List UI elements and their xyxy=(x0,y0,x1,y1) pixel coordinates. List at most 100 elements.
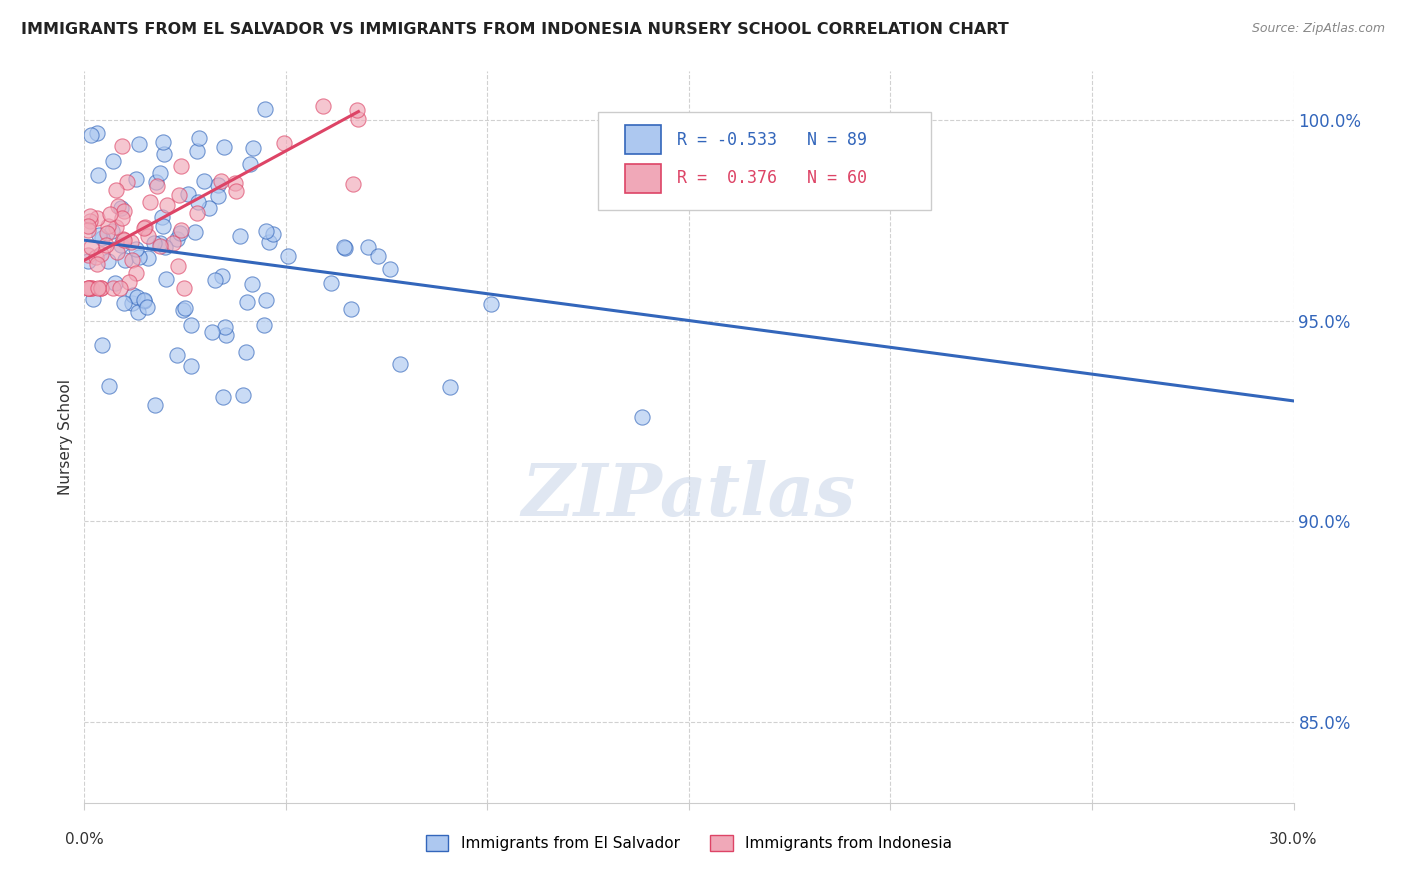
Point xyxy=(90,281,112,295)
Point xyxy=(367,249,389,263)
Point xyxy=(105,182,128,196)
Point xyxy=(167,260,190,274)
Text: Source: ZipAtlas.com: Source: ZipAtlas.com xyxy=(1251,22,1385,36)
Point xyxy=(111,211,134,225)
Point xyxy=(180,318,202,332)
Point xyxy=(132,293,155,307)
Point xyxy=(333,240,356,254)
Text: 0.0%: 0.0% xyxy=(65,832,104,847)
Point xyxy=(132,293,155,308)
Text: ZIPatlas: ZIPatlas xyxy=(522,460,856,531)
Point xyxy=(184,225,207,239)
Point xyxy=(136,251,159,265)
Point xyxy=(277,249,299,263)
Point xyxy=(166,232,188,246)
Point xyxy=(211,390,233,404)
Point xyxy=(128,136,150,151)
Point xyxy=(169,188,191,202)
Point xyxy=(209,174,232,188)
Point xyxy=(214,319,236,334)
Text: R =  0.376   N = 60: R = 0.376 N = 60 xyxy=(676,169,868,187)
Point xyxy=(357,240,380,254)
Point xyxy=(177,187,200,202)
Point xyxy=(138,229,160,244)
Point xyxy=(207,178,229,193)
Point xyxy=(121,252,143,267)
Point xyxy=(90,247,112,261)
Point xyxy=(204,273,226,287)
Legend: Immigrants from El Salvador, Immigrants from Indonesia: Immigrants from El Salvador, Immigrants … xyxy=(419,830,959,857)
Point xyxy=(378,262,401,277)
Point xyxy=(91,231,114,245)
Point xyxy=(273,136,295,151)
Point xyxy=(169,226,191,240)
Point xyxy=(333,241,356,255)
Point xyxy=(257,235,280,250)
Point xyxy=(139,195,162,210)
Point xyxy=(149,239,172,253)
Point xyxy=(149,166,172,180)
Point xyxy=(117,275,139,289)
Text: 30.0%: 30.0% xyxy=(1270,832,1317,847)
Point xyxy=(342,177,364,191)
Point xyxy=(145,175,167,189)
Point xyxy=(79,240,101,254)
Point xyxy=(77,281,100,295)
Point xyxy=(105,244,128,259)
Point xyxy=(97,379,120,393)
Point xyxy=(100,224,122,238)
Point xyxy=(321,276,343,290)
Text: IMMIGRANTS FROM EL SALVADOR VS IMMIGRANTS FROM INDONESIA NURSERY SCHOOL CORRELAT: IMMIGRANTS FROM EL SALVADOR VS IMMIGRANT… xyxy=(21,22,1010,37)
Point xyxy=(347,112,370,127)
Point xyxy=(187,194,209,209)
Point xyxy=(262,227,284,241)
Point xyxy=(166,348,188,362)
Point xyxy=(112,203,135,218)
Point xyxy=(120,235,142,249)
Point xyxy=(87,281,110,295)
Point xyxy=(110,237,132,252)
Point xyxy=(90,337,112,351)
Point xyxy=(79,128,101,143)
Point xyxy=(101,281,124,295)
Point xyxy=(254,293,277,307)
Point xyxy=(104,276,127,290)
Point xyxy=(229,229,252,244)
Point xyxy=(225,184,247,198)
Point xyxy=(79,209,101,223)
Point xyxy=(125,266,148,280)
Point xyxy=(311,98,333,112)
Point xyxy=(87,228,110,243)
Point xyxy=(77,281,100,295)
Point xyxy=(170,159,193,173)
Point xyxy=(193,174,215,188)
Point xyxy=(340,302,363,317)
Text: R = -0.533   N = 89: R = -0.533 N = 89 xyxy=(676,130,868,149)
Point xyxy=(121,296,143,310)
Point xyxy=(170,223,193,237)
Point xyxy=(135,300,157,314)
Point xyxy=(96,226,118,240)
Point xyxy=(107,198,129,212)
FancyBboxPatch shape xyxy=(624,125,661,154)
Point xyxy=(86,257,108,271)
Y-axis label: Nursery School: Nursery School xyxy=(58,379,73,495)
Point xyxy=(86,211,108,225)
Point xyxy=(86,250,108,264)
Point xyxy=(143,398,166,412)
Point xyxy=(242,141,264,155)
Point xyxy=(82,293,104,307)
Point xyxy=(253,318,276,332)
FancyBboxPatch shape xyxy=(599,112,931,211)
Point xyxy=(112,232,135,246)
Point xyxy=(153,147,176,161)
Point xyxy=(149,235,172,250)
Point xyxy=(346,103,368,118)
Point xyxy=(254,224,277,238)
Point xyxy=(240,277,263,292)
Point xyxy=(77,219,100,234)
Point xyxy=(127,304,149,318)
Point xyxy=(186,205,208,219)
Point xyxy=(90,281,112,295)
Point xyxy=(105,220,128,235)
